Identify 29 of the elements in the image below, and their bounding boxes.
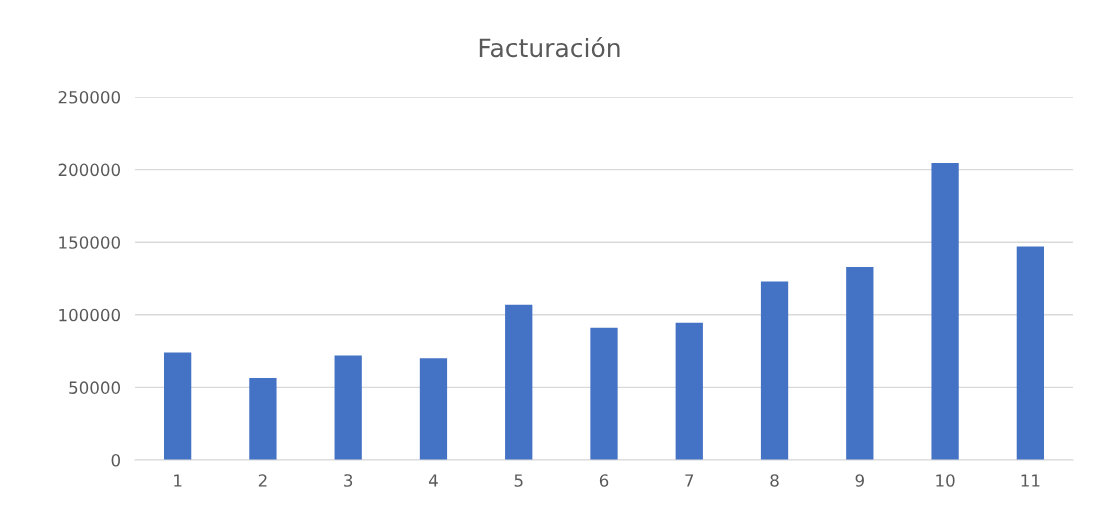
bar	[760, 281, 789, 460]
bar	[249, 377, 277, 460]
chart-title: Facturación	[479, 36, 620, 58]
bar	[931, 163, 959, 460]
x-tick-label: 3	[344, 474, 353, 487]
x-tick-label: 8	[770, 474, 779, 487]
y-tick-label: 250000	[58, 90, 120, 104]
y-tick-label: 200000	[58, 163, 120, 177]
y-tick-label: 150000	[59, 236, 120, 249]
bar	[590, 327, 618, 460]
x-tick-label: 2	[258, 474, 267, 487]
x-tick-label: 11	[1021, 474, 1040, 487]
x-tick-label: 4	[428, 474, 438, 487]
x-tick-label: 7	[685, 474, 694, 487]
y-tick-label: 0	[111, 453, 120, 467]
bar	[334, 355, 362, 460]
y-tick-label: 100000	[59, 308, 120, 322]
bar	[675, 322, 703, 460]
x-tick-label: 9	[855, 474, 864, 487]
bar	[846, 266, 874, 460]
bar	[419, 358, 448, 460]
bar	[505, 304, 533, 460]
bar	[163, 352, 192, 460]
x-tick-label: 5	[514, 474, 523, 487]
bar	[1016, 246, 1045, 460]
x-tick-label: 6	[599, 474, 609, 487]
x-tick-label: 1	[174, 474, 182, 487]
y-tick-label: 50000	[69, 381, 120, 394]
x-tick-label: 10	[936, 474, 955, 487]
